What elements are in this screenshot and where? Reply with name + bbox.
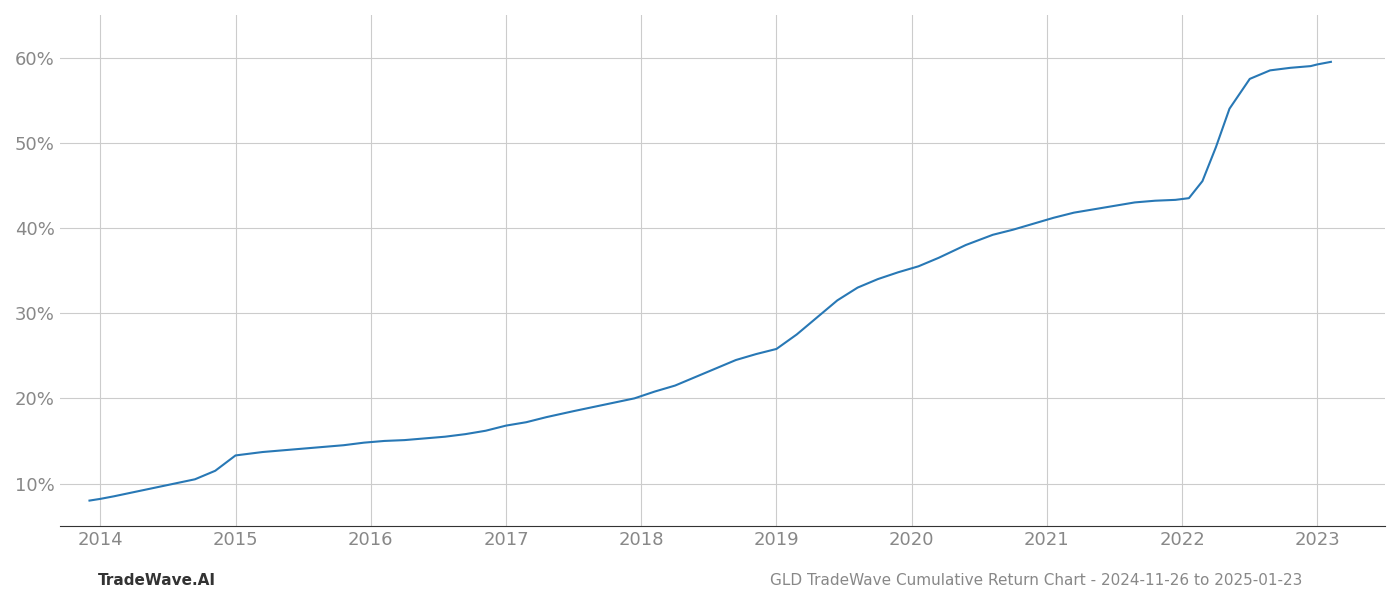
Text: GLD TradeWave Cumulative Return Chart - 2024-11-26 to 2025-01-23: GLD TradeWave Cumulative Return Chart - … [770, 573, 1302, 588]
Text: TradeWave.AI: TradeWave.AI [98, 573, 216, 588]
